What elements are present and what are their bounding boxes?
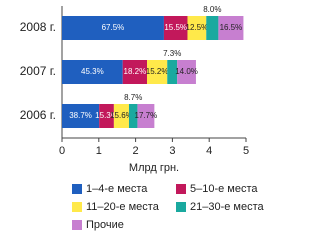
segment-label: 18.2% bbox=[124, 67, 147, 76]
legend-label: 5–10-е места bbox=[190, 183, 258, 195]
segment-label: 38.7% bbox=[69, 111, 92, 120]
legend-swatch bbox=[72, 202, 82, 212]
segment-label: 8.0% bbox=[203, 5, 221, 14]
bar-segment bbox=[62, 60, 123, 84]
bar-segment bbox=[122, 60, 148, 84]
segment-label: 15.2% bbox=[146, 67, 169, 76]
y-tick-label: 2006 г. bbox=[20, 108, 56, 122]
y-tick-label: 2007 г. bbox=[20, 64, 56, 78]
segment-label: 14.0% bbox=[175, 67, 198, 76]
segment-label: 8.7% bbox=[124, 93, 142, 102]
bar-segment bbox=[128, 104, 138, 128]
legend-swatch bbox=[72, 220, 82, 230]
bar-segment bbox=[113, 104, 129, 128]
chart: Млрд грн. 0 1 2 3 4 5 2008 г. 67.5% 15.5%12.5% 8.… bbox=[20, 5, 265, 231]
bar-segment bbox=[167, 60, 178, 84]
legend-label: 1–4-е места bbox=[86, 183, 148, 195]
x-tick-label: 3 bbox=[169, 145, 175, 157]
bar-segment bbox=[62, 104, 100, 128]
bar-segment bbox=[177, 60, 196, 84]
bar-segment bbox=[163, 16, 188, 40]
bar-segment bbox=[206, 16, 219, 40]
bar-segment bbox=[218, 16, 244, 40]
legend-swatch bbox=[72, 184, 82, 194]
segment-label: 16.5% bbox=[220, 23, 243, 32]
bar-segment bbox=[147, 60, 168, 84]
segment-label: 17.7% bbox=[135, 111, 158, 120]
bar-segment bbox=[187, 16, 207, 40]
legend-swatch bbox=[176, 202, 186, 212]
segment-label: 45.3% bbox=[81, 67, 104, 76]
segment-label: 15.5% bbox=[164, 23, 187, 32]
x-tick-label: 1 bbox=[96, 145, 102, 157]
legend-label: Прочие bbox=[86, 219, 124, 231]
segment-label: 7.3% bbox=[163, 49, 181, 58]
legend-swatch bbox=[176, 184, 186, 194]
x-axis-label: Млрд грн. bbox=[129, 162, 179, 174]
x-tick-label: 4 bbox=[206, 145, 212, 157]
segment-label: 15.3% bbox=[95, 111, 118, 120]
y-tick-label: 2008 г. bbox=[20, 20, 56, 34]
segment-label: 12.5% bbox=[186, 23, 209, 32]
segment-label: 67.5% bbox=[102, 23, 125, 32]
bar-segment bbox=[62, 16, 164, 40]
x-tick-label: 5 bbox=[243, 145, 249, 157]
legend-label: 21–30-е места bbox=[190, 201, 265, 213]
bar-segment bbox=[99, 104, 114, 128]
legend-label: 11–20-е места bbox=[86, 201, 160, 213]
x-tick-label: 2 bbox=[133, 145, 139, 157]
bar-segment bbox=[137, 104, 155, 128]
x-tick-label: 0 bbox=[59, 145, 65, 157]
segment-label: 15.6% bbox=[110, 111, 133, 120]
